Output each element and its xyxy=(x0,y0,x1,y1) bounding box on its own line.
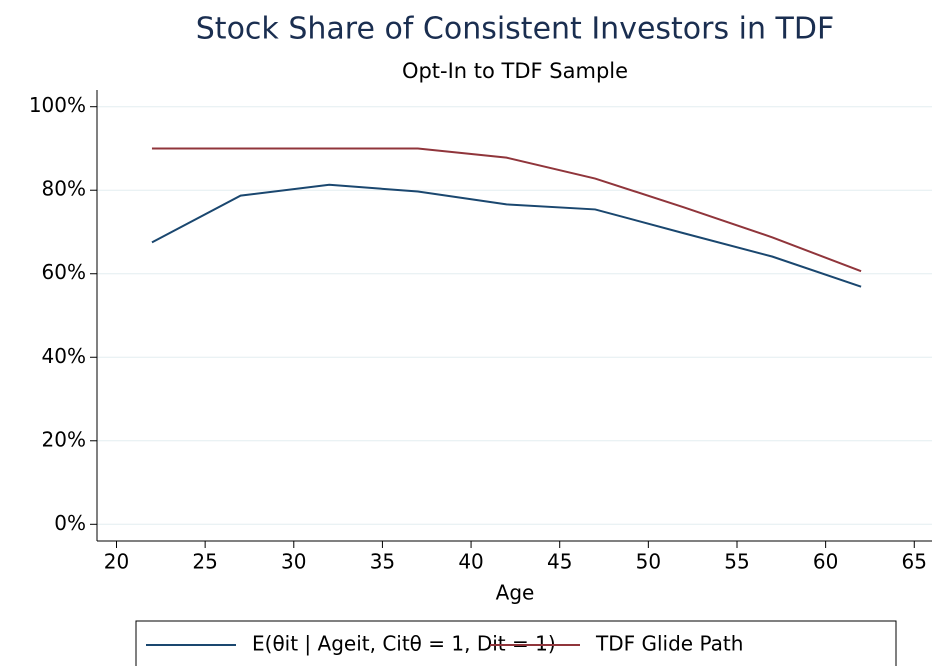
y-tick-label: 20% xyxy=(42,427,86,451)
y-tick-label: 40% xyxy=(42,344,86,368)
line-series xyxy=(151,147,862,273)
x-tick-label: 25 xyxy=(192,550,217,574)
y-tick-label: 0% xyxy=(54,511,86,535)
x-tick-label: 50 xyxy=(636,550,661,574)
y-tick-label: 60% xyxy=(42,260,86,284)
legend-label: TDF Glide Path xyxy=(595,632,743,656)
y-tick-label: 100% xyxy=(29,93,86,117)
legend-label: E(θit | Ageit, Citθ = 1, Dit = 1) xyxy=(252,632,556,656)
x-axis-label: Age xyxy=(496,581,535,605)
line-series xyxy=(151,183,862,288)
x-tick-label: 45 xyxy=(547,550,572,574)
x-tick-label: 40 xyxy=(458,550,483,574)
chart-title: Stock Share of Consistent Investors in T… xyxy=(196,12,834,47)
y-tick-label: 80% xyxy=(42,177,86,201)
legend-box xyxy=(135,620,897,666)
x-tick-label: 30 xyxy=(281,550,306,574)
x-tick-label: 20 xyxy=(104,550,129,574)
x-tick-label: 65 xyxy=(902,550,927,574)
chart-subtitle: Opt-In to TDF Sample xyxy=(402,59,628,83)
x-tick-label: 60 xyxy=(813,550,838,574)
x-tick-label: 35 xyxy=(370,550,395,574)
x-tick-label: 55 xyxy=(724,550,749,574)
